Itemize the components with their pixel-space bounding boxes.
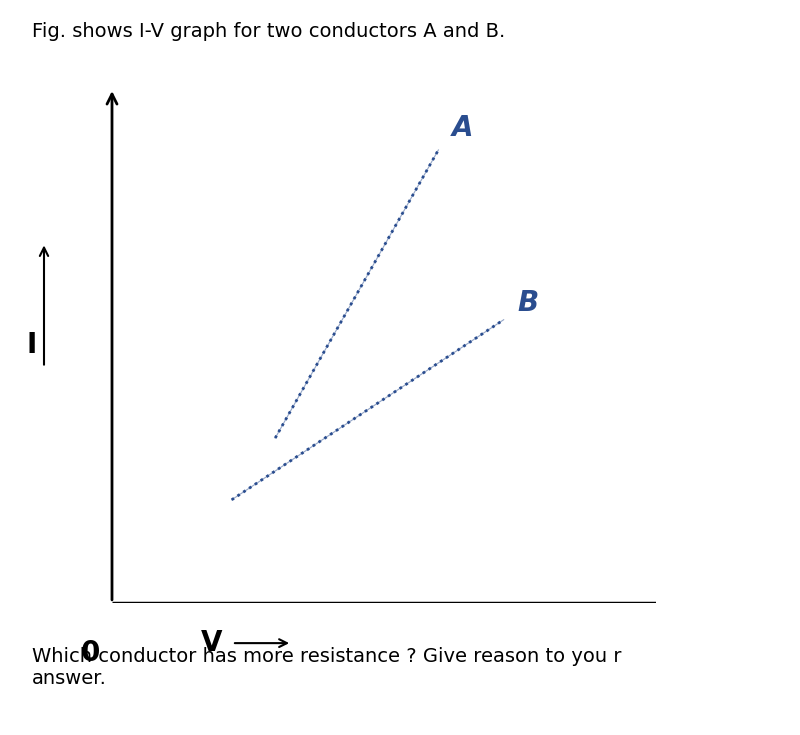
Text: Fig. shows I-V graph for two conductors A and B.: Fig. shows I-V graph for two conductors … bbox=[32, 22, 506, 41]
Text: V: V bbox=[202, 629, 222, 657]
Text: B: B bbox=[518, 289, 538, 318]
Text: 0: 0 bbox=[81, 639, 100, 667]
Text: I: I bbox=[27, 331, 37, 359]
Text: A: A bbox=[452, 114, 474, 143]
Text: Which conductor has more resistance ? Give reason to you r
answer.: Which conductor has more resistance ? Gi… bbox=[32, 647, 622, 688]
